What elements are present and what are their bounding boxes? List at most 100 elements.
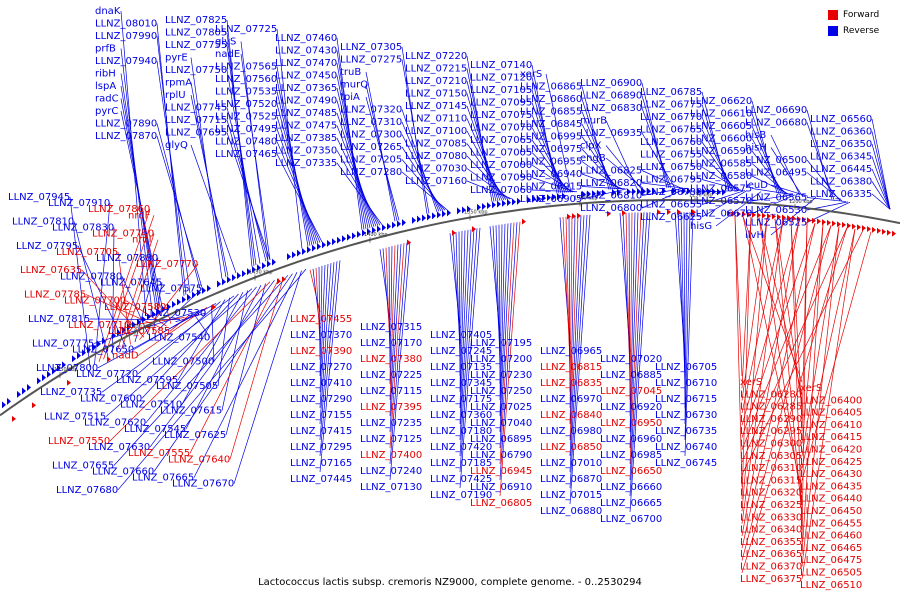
gene-label: LLNZ_06980	[540, 426, 602, 437]
gene-label: LLNZ_07000	[470, 160, 532, 171]
reverse-gene-arrow	[232, 274, 236, 282]
gene-label: LLNZ_06945	[470, 466, 532, 477]
gene-label: LLNZ_06525	[745, 218, 807, 229]
reverse-gene-arrow	[147, 313, 151, 321]
gene-label: LLNZ_06420	[800, 445, 862, 456]
reverse-gene-arrow	[257, 264, 261, 272]
gene-label: LLNZ_06880	[540, 506, 602, 517]
reverse-gene-arrow	[122, 326, 126, 334]
reverse-gene-arrow	[707, 188, 711, 196]
gene-label: LLNZ_06370	[740, 562, 802, 573]
leader-line	[565, 216, 571, 377]
tick-label: 1200 kbp	[789, 199, 813, 205]
forward-gene-arrow	[812, 217, 816, 224]
leader-line	[581, 186, 626, 190]
gene-label: LLNZ_06690	[745, 105, 807, 116]
leader-line	[629, 212, 633, 417]
leader-line	[121, 276, 149, 336]
leader-line	[871, 181, 891, 210]
reverse-gene-arrow	[387, 222, 391, 230]
reverse-gene-arrow	[612, 188, 616, 196]
forward-gene-arrow	[572, 213, 576, 220]
leader-line	[581, 86, 610, 190]
gene-label: LLNZ_06735	[655, 426, 717, 437]
leader-line	[97, 303, 217, 369]
gene-label: LLNZ_07450	[275, 71, 337, 82]
leader-line	[181, 292, 244, 405]
gene-label: LLNZ_06765	[640, 125, 702, 136]
reverse-gene-arrow	[162, 305, 166, 313]
reverse-gene-arrow	[347, 233, 351, 241]
gene-label: LLNZ_07945	[8, 192, 70, 203]
leader-line	[806, 109, 833, 200]
leader-line	[185, 285, 262, 429]
leader-line	[276, 141, 321, 243]
leader-line	[365, 84, 398, 221]
gene-label: LLNZ_07625	[164, 430, 226, 441]
tick-label: 1400 kbp	[364, 232, 388, 238]
leader-line	[871, 193, 891, 210]
reverse-gene-arrow	[297, 249, 301, 257]
leader-line	[226, 107, 267, 262]
gene-label: LLNZ_07425	[430, 474, 492, 485]
reverse-gene-arrow	[262, 262, 266, 270]
gene-label: LLNZ_06820	[580, 178, 642, 189]
gene-label: LLNZ_07345	[430, 378, 492, 389]
gene-label: LLNZ_06450	[800, 506, 862, 517]
gene-label: LLNZ_07490	[275, 96, 337, 107]
gene-label: LLNZ_07265	[340, 142, 402, 153]
leader-line	[466, 180, 513, 200]
leader-line	[701, 166, 740, 191]
forward-gene-arrow	[827, 219, 831, 226]
leader-line	[581, 111, 614, 190]
leader-line	[319, 265, 323, 377]
leader-line	[531, 189, 578, 193]
leader-line	[581, 98, 612, 190]
leader-line	[125, 300, 167, 327]
gene-label: LLNZ_07250	[470, 386, 532, 397]
leader-line	[137, 307, 208, 356]
leader-line	[629, 212, 642, 465]
gene-label: LLNZ_06830	[580, 103, 642, 114]
gene-label: LLNZ_07105	[470, 85, 532, 96]
gene-label: LLNZ_07235	[360, 418, 422, 429]
reverse-gene-arrow	[627, 188, 631, 196]
gene-label: LLNZ_07725	[215, 24, 277, 35]
leader-line	[806, 122, 835, 200]
gene-label: LLNZ_06445	[810, 164, 872, 175]
leader-line	[499, 223, 509, 433]
gene-label: LLNZ_07720	[76, 369, 138, 380]
leader-line	[770, 197, 817, 236]
gene-label: LLNZ_07410	[290, 378, 352, 389]
reverse-gene-arrow	[187, 293, 191, 301]
gene-label: LLNZ_07640	[168, 454, 230, 465]
gene-label: LLNZ_07155	[290, 410, 352, 421]
leader-line	[336, 137, 379, 226]
leader-line	[569, 215, 582, 457]
leader-line	[625, 212, 631, 385]
leader-line	[401, 121, 440, 212]
reverse-gene-arrow	[632, 188, 636, 196]
reverse-gene-arrow	[337, 236, 341, 244]
reverse-gene-arrow	[62, 361, 66, 369]
leader-line	[741, 223, 816, 549]
forward-gene-arrow	[802, 216, 806, 223]
forward-gene-arrow	[32, 402, 36, 409]
reverse-gene-arrow	[102, 337, 106, 345]
leader-line	[569, 216, 573, 409]
leader-line	[741, 230, 864, 475]
leader-line	[683, 212, 686, 409]
gene-label: LLNZ_07890	[95, 119, 157, 130]
gene-label: LLNZ_07615	[160, 406, 222, 417]
gene-label: LLNZ_07280	[340, 167, 402, 178]
gene-label: LLNZ_06795	[640, 175, 702, 186]
reverse-gene-arrow	[17, 390, 21, 398]
leader-line	[365, 96, 400, 221]
gene-label: LLNZ_06680	[745, 118, 807, 129]
gene-label: pyrC	[95, 106, 118, 117]
gene-label: murQ	[340, 80, 368, 91]
gene-label: LLNZ_07530	[144, 308, 206, 319]
forward-gene-arrow	[797, 216, 801, 223]
leader-line	[319, 264, 326, 393]
reverse-gene-arrow	[552, 193, 556, 201]
